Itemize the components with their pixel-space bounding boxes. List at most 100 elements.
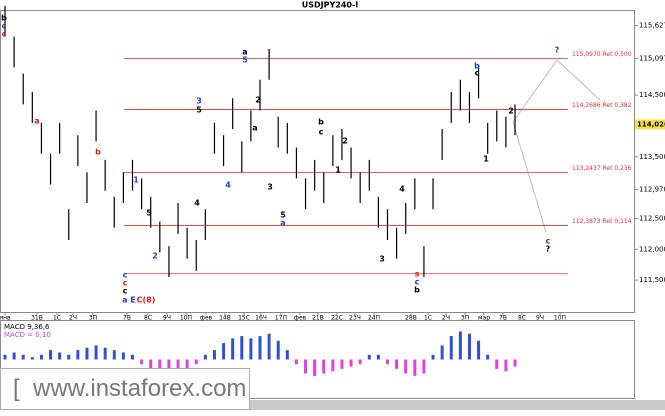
x-tick-label: 3П — [89, 315, 97, 322]
watermark: [ www.instaforex.com — [0, 368, 250, 410]
x-tick-label: фев — [200, 315, 213, 322]
macd-bar — [331, 359, 335, 372]
wave-label: c — [123, 271, 128, 280]
wave-label: ? — [555, 46, 560, 55]
wave-label: 5 — [196, 106, 202, 115]
x-tick-label: 15С — [238, 315, 250, 322]
wave-label: 1 — [335, 166, 341, 175]
wave-label: c — [123, 279, 128, 288]
wave-label: 3 — [267, 183, 273, 192]
x-tick-label: 21В — [312, 315, 324, 322]
macd-bar — [76, 350, 80, 360]
macd-bar — [149, 359, 153, 369]
y-tick-label: 111,5000 — [639, 276, 665, 284]
macd-bar — [313, 359, 317, 376]
macd-frame — [0, 320, 635, 399]
y-tick-label: 112,0000 — [639, 245, 665, 253]
macd-bar — [304, 359, 308, 374]
wave-label: c — [546, 237, 551, 246]
macd-bar — [12, 352, 16, 360]
y-tick-label: 112,5000 — [639, 214, 665, 222]
macd-bar — [131, 354, 134, 360]
macd-bar — [222, 343, 226, 360]
wave-label: 5 — [242, 56, 248, 65]
x-tick-label: 16Ч — [255, 315, 267, 322]
macd-bar — [185, 359, 189, 369]
macd-bar — [212, 350, 216, 360]
watermark-text: www.instaforex.com — [33, 375, 247, 402]
x-tick-label: 17П — [275, 315, 287, 322]
wave-label: 4 — [225, 181, 231, 190]
macd-bar — [49, 350, 53, 360]
macd-bar — [121, 352, 125, 360]
macd-bar — [458, 331, 462, 360]
wave-label: C(8) — [137, 296, 156, 305]
x-tick-label: 1С — [424, 315, 432, 322]
wave-label: a — [252, 124, 257, 133]
x-tick-label: мар — [478, 315, 490, 322]
macd-bar — [467, 333, 471, 360]
forecast-arrow — [556, 59, 601, 101]
wave-label: b — [95, 148, 101, 157]
macd-bar — [404, 359, 408, 374]
wave-label: 2 — [342, 137, 348, 146]
x-tick-label: 23Ч — [349, 315, 361, 322]
scrollbar — [0, 400, 665, 410]
wave-label: c — [123, 287, 128, 296]
macd-bar — [294, 359, 298, 365]
current-price-label: 114,026 — [637, 120, 665, 128]
macd-bar — [30, 357, 34, 360]
wave-label: a — [34, 117, 39, 126]
y-tick-label: 114,5000 — [639, 91, 665, 99]
x-tick-label: 7В — [123, 315, 131, 322]
macd-bar — [103, 347, 107, 360]
x-tick-label: 2Ч — [442, 315, 450, 322]
macd-bar — [340, 359, 344, 369]
macd-bar — [367, 354, 371, 360]
level-label: 115,0970 Ret 0,500 — [572, 51, 632, 58]
macd-bar — [285, 350, 289, 360]
wave-label: c — [2, 30, 7, 39]
x-tick-label: 28В — [405, 315, 417, 322]
macd-bar — [486, 354, 490, 360]
macd-bar — [386, 359, 389, 365]
macd-bar — [85, 347, 89, 360]
x-tick-label: фев — [294, 315, 307, 322]
x-tick-label: 7В — [499, 315, 507, 322]
wave-label: 2 — [152, 252, 158, 261]
wave-label: a — [122, 296, 127, 305]
x-tick-label: 8С — [518, 315, 526, 322]
x-tick-label: 31В — [31, 315, 43, 322]
wave-label: a — [280, 219, 285, 228]
wave-label: 5 — [146, 209, 152, 218]
wave-label: b — [414, 286, 420, 295]
macd-bar — [358, 359, 362, 365]
wave-label: c — [2, 22, 7, 31]
macd-bar — [94, 345, 98, 360]
x-tick-label: 9Ч — [163, 315, 171, 322]
macd-bar — [413, 359, 417, 376]
macd-bar — [431, 354, 435, 360]
macd-bar — [21, 354, 25, 360]
wave-label: c — [475, 69, 480, 78]
wave-label: 4 — [399, 185, 405, 194]
wave-label: 2 — [255, 96, 261, 105]
wave-label: 3 — [379, 255, 385, 264]
macd-bar — [395, 359, 399, 369]
macd-bar — [440, 345, 444, 360]
wave-label: 4 — [194, 199, 200, 208]
macd-bar — [140, 359, 144, 365]
macd-bar — [39, 354, 43, 360]
macd-bar — [495, 359, 499, 369]
macd-bar — [513, 359, 517, 367]
wave-label: b — [474, 62, 480, 71]
macd-bar — [449, 336, 453, 360]
x-tick-label: 1С — [53, 315, 61, 322]
macd-bar — [167, 359, 171, 374]
macd-bar — [422, 359, 426, 374]
wave-label: 3 — [196, 97, 202, 106]
wave-label: 5 — [280, 211, 286, 220]
wave-label: s — [415, 270, 420, 279]
